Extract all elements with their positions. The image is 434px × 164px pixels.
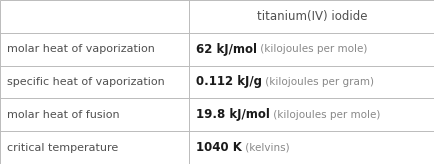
Text: critical temperature: critical temperature	[7, 143, 118, 153]
Text: (kelvins): (kelvins)	[241, 143, 289, 153]
Text: 19.8 kJ/mol: 19.8 kJ/mol	[195, 108, 269, 121]
Text: specific heat of vaporization: specific heat of vaporization	[7, 77, 164, 87]
Text: 62 kJ/mol: 62 kJ/mol	[195, 43, 256, 56]
Text: titanium(IV) iodide: titanium(IV) iodide	[256, 10, 367, 23]
Text: (kilojoules per mole): (kilojoules per mole)	[269, 110, 379, 120]
Text: (kilojoules per gram): (kilojoules per gram)	[261, 77, 373, 87]
Text: 1040 K: 1040 K	[195, 141, 241, 154]
Text: (kilojoules per mole): (kilojoules per mole)	[256, 44, 366, 54]
Text: 0.112 kJ/g: 0.112 kJ/g	[195, 75, 261, 89]
Text: molar heat of fusion: molar heat of fusion	[7, 110, 119, 120]
Text: molar heat of vaporization: molar heat of vaporization	[7, 44, 154, 54]
